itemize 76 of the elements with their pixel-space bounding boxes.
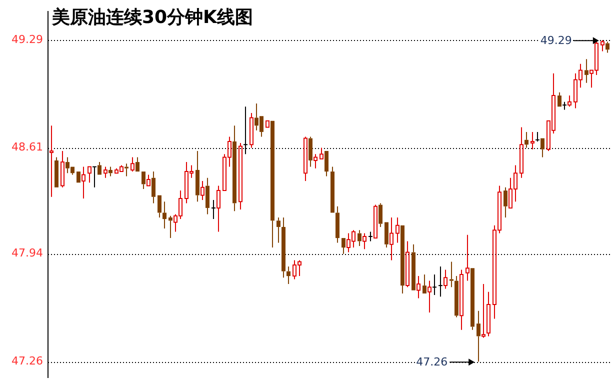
candlestick [460,269,464,330]
candlestick [466,234,470,282]
candlestick [520,126,524,178]
candlestick [504,186,508,218]
candlestick [60,150,64,188]
candlestick [124,163,128,177]
y-tick-label: 47.94 [12,246,43,260]
candlestick [200,180,204,201]
candlestick [524,131,528,148]
candlestick [98,162,102,175]
candlestick [416,276,420,299]
candlestick [206,177,210,215]
candlestick [88,166,92,184]
candlestick [396,216,400,244]
y-tick-label: 48.61 [12,140,43,154]
candlestick [168,215,172,239]
candlestick [470,268,474,330]
candlestick [535,131,540,142]
candlestick [362,232,366,250]
annotation: 47.26 [416,355,448,368]
candlestick [270,120,274,248]
candlestick [196,150,200,202]
candlestick [530,131,534,150]
candlestick [378,202,382,228]
candlestick [324,150,328,177]
candlestick [54,156,58,188]
candlestick [158,195,162,218]
candlestick [211,200,216,220]
candlestick [152,171,156,204]
candlestick [276,216,280,244]
candlestick [384,222,388,248]
candlestick [476,310,480,362]
candlestick [142,172,146,190]
candlestick [50,125,54,198]
candlestick [438,266,443,298]
candlestick [162,201,166,230]
candlestick [330,166,334,213]
candlestick [76,172,80,183]
candlestick [136,156,140,172]
candlestick [558,92,562,107]
candlestick [216,185,220,232]
candlestick [486,291,490,337]
candlestick [266,120,270,128]
candlestick [482,283,486,338]
candlestick [454,276,458,318]
candlestick [450,261,454,288]
candlestick [304,136,308,182]
candlestick [432,274,437,296]
candlestick [286,266,290,284]
candlestick [422,274,426,294]
candlestick [238,142,242,210]
candlestick [584,58,588,84]
candlestick [314,154,318,169]
chart-title: 美原油连续30分钟K线图 [52,6,253,29]
candlestick [92,166,97,188]
candlestick [342,238,346,254]
candlestick [308,136,312,168]
annotation: 49.29 [540,34,572,47]
candlestick [336,206,340,244]
candlestick [412,244,416,290]
candlestick [606,41,610,54]
candlestick [390,216,394,261]
candlestick [358,230,362,246]
y-tick-label: 49.29 [12,32,43,46]
candlestick [232,125,236,212]
candlestick [108,166,112,177]
candlestick [400,225,404,294]
candlestick [282,216,286,278]
candlestick [540,138,544,158]
candlestick [146,174,150,186]
candlestick [82,166,86,199]
candlestick [444,269,448,290]
y-tick-label: 47.26 [12,354,43,368]
candlestick [406,240,410,288]
candlestick [368,231,373,242]
candlestick [428,280,432,313]
